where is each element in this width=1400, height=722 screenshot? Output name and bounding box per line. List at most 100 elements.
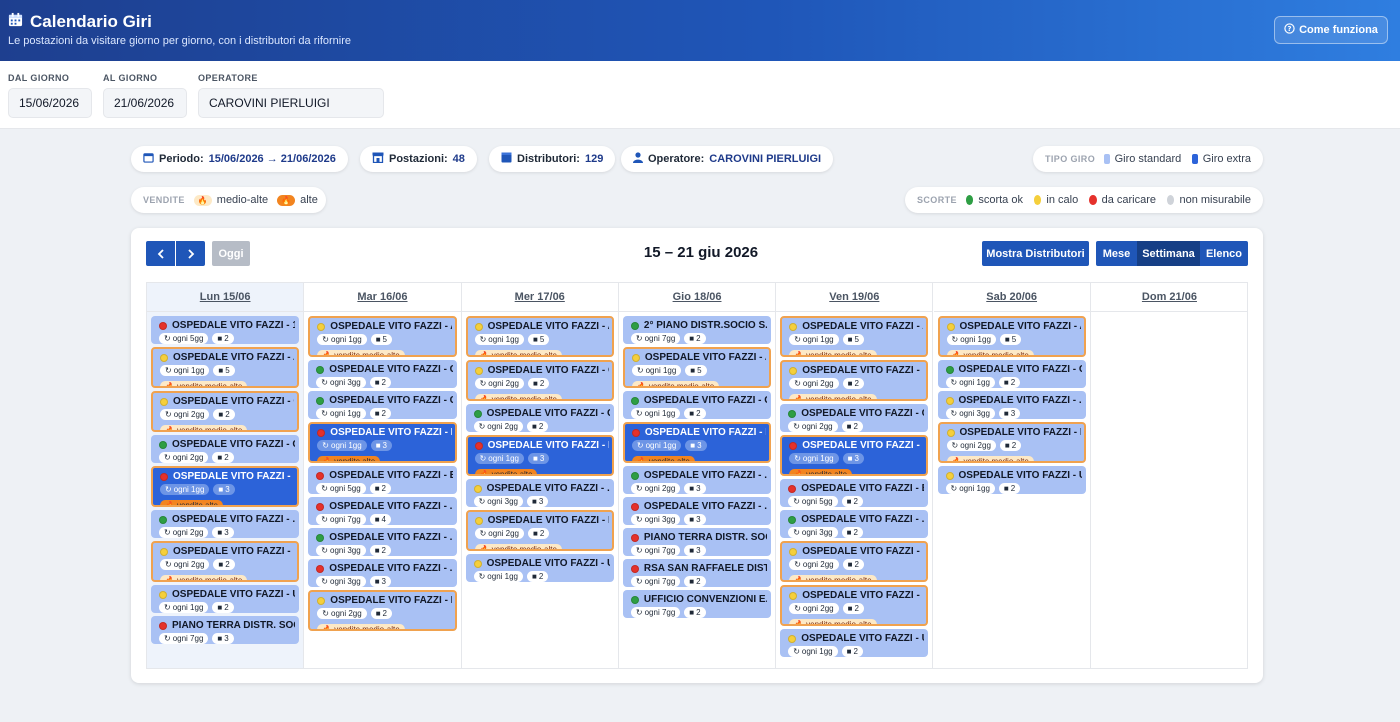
route-event[interactable]: PIANO TERRA DISTR. SOC... ↻ ogni 7gg ■ 3 [622,528,772,556]
frequency-chip: ↻ ogni 2gg [946,440,996,451]
route-event[interactable]: OSPEDALE VITO FAZZI - C...↻ogni 2gg■2🔥ve… [780,360,929,401]
route-event[interactable]: OSPEDALE VITO FAZZI - D...↻ogni 1gg■3🔥ve… [151,466,300,507]
route-event[interactable]: OSPEDALE VITO FAZZI - A...↻ogni 1gg■5🔥ve… [622,347,772,388]
frequency-chip: ↻ ogni 2gg [159,452,209,463]
route-event[interactable]: OSPEDALE VITO FAZZI - ... ↻ ogni 3gg ■ 3 [622,497,772,525]
route-event[interactable]: OSPEDALE VITO FAZZI - ... ↻ ogni 3gg ■ 3 [308,559,457,587]
route-event[interactable]: OSPEDALE VITO FAZZI - ... ↻ ogni 3gg ■ 3 [937,391,1086,419]
route-event[interactable]: OSPEDALE VITO FAZZI - R...↻ogni 2gg■2🔥ve… [308,590,457,631]
route-event[interactable]: OSPEDALE VITO FAZZI - A...↻ogni 1gg■5🔥ve… [937,316,1086,357]
frequency-text: ogni 1gg [959,378,990,387]
route-event[interactable]: OSPEDALE VITO FAZZI - A...↻ogni 1gg■5🔥ve… [780,316,929,357]
route-event[interactable]: OSPEDALE VITO FAZZI - ... ↻ ogni 3gg ■ 2 [780,510,929,538]
day-column[interactable]: Lun 15/06 OSPEDALE VITO FAZZI - 1... ↻ ogni… [147,283,305,668]
route-event[interactable]: PIANO TERRA DISTR. SOC... ↻ ogni 7gg ■ 3 [151,616,300,644]
route-event[interactable]: OSPEDALE VITO FAZZI - C... ↻ ogni 2gg ■ 2 [151,435,300,463]
route-event[interactable]: OSPEDALE VITO FAZZI - E... ↻ ogni 5gg ■ 2 [308,466,457,494]
today-button[interactable]: Oggi [212,241,250,266]
route-event[interactable]: OSPEDALE VITO FAZZI - U... ↻ ogni 1gg ■ 2 [937,466,1086,494]
view-week-button[interactable]: Settimana [1137,241,1200,266]
help-button[interactable]: ? Come funziona [1274,16,1388,44]
route-event[interactable]: OSPEDALE VITO FAZZI - C...↻ogni 2gg■2🔥ve… [151,391,300,432]
event-title: OSPEDALE VITO FAZZI - A... [644,352,766,363]
route-event[interactable]: OSPEDALE VITO FAZZI - P... ↻ ogni 2gg ■ 2 🔥 ve… [465,510,614,551]
to-date-input[interactable]: 21/06/2026 [103,88,187,118]
event-title-row: OSPEDALE VITO FAZZI - ... [316,562,453,575]
route-event[interactable]: OSPEDALE VITO FAZZI - C... ↻ ogni 1gg ■ 2 [622,391,772,419]
distributor-count-chip: ■ 2 [841,421,863,432]
frequency-text: ogni 2gg [331,609,362,618]
box-icon: ■ [533,335,538,344]
route-event[interactable]: OSPEDALE VITO FAZZI - ... ↻ ogni 2gg ■ 3 [151,510,300,538]
standard-swatch [1104,154,1110,164]
route-event[interactable]: OSPEDALE VITO FAZZI - C... ↻ ogni 1gg ■ 2 [308,391,457,419]
route-event[interactable]: OSPEDALE VITO FAZZI - R...↻ogni 2gg■2🔥ve… [780,585,929,626]
route-event[interactable]: OSPEDALE VITO FAZZI - U... ↻ ogni 1gg ■ 2 [151,585,300,613]
route-event[interactable]: OSPEDALE VITO FAZZI - A...↻ogni 1gg■5🔥ve… [308,316,457,357]
day-header[interactable]: Ven 19/06 [776,283,933,312]
route-event[interactable]: OSPEDALE VITO FAZZI - E... ↻ ogni 5gg ■ 2 [780,479,929,507]
event-meta: ↻ ogni 1gg ■ 2 [316,408,452,419]
next-week-button[interactable] [176,241,205,266]
event-meta: ↻ ogni 2gg ■ 2 [789,559,923,570]
route-event[interactable]: UFFICIO CONVENZIONI E... ↻ ogni 7gg ■ 2 [622,590,772,618]
operator-select[interactable]: CAROVINI PIERLUIGI [198,88,384,118]
route-event[interactable]: OSPEDALE VITO FAZZI - P... ↻ ogni 2gg ■ 2 🔥 ve… [151,541,300,582]
route-event[interactable]: OSPEDALE VITO FAZZI - C...↻ogni 2gg■2🔥ve… [465,360,614,401]
route-event[interactable]: OSPEDALE VITO FAZZI - D...↻ogni 1gg■3🔥ve… [465,435,614,476]
distributor-count: 3 [696,546,701,555]
route-event[interactable]: OSPEDALE VITO FAZZI - ... ↻ ogni 3gg ■ 3 [465,479,614,507]
event-title-row: OSPEDALE VITO FAZZI - E... [788,482,924,495]
route-event[interactable]: OSPEDALE VITO FAZZI - P... ↻ ogni 2gg ■ 2 🔥 ve… [780,541,929,582]
route-event[interactable]: RSA SAN RAFFAELE DIST... ↻ ogni 7gg ■ 2 [622,559,772,587]
stock-status-dot [631,353,640,362]
day-column[interactable]: Gio 18/06 2° PIANO DISTR.SOCIO S... ↻ ogni … [618,283,777,668]
route-event[interactable]: OSPEDALE VITO FAZZI - P... ↻ ogni 2gg ■ 2 🔥 ve… [937,422,1086,463]
route-event[interactable]: OSPEDALE VITO FAZZI - C... ↻ ogni 2gg ■ 2 [780,404,929,432]
legend-high: alte [300,194,318,206]
event-title: OSPEDALE VITO FAZZI - ... [643,470,768,481]
route-event[interactable]: OSPEDALE VITO FAZZI - ... ↻ ogni 2gg ■ 3 [622,466,772,494]
route-event[interactable]: OSPEDALE VITO FAZZI - A...↻ogni 1gg■5🔥ve… [465,316,614,357]
route-event[interactable]: OSPEDALE VITO FAZZI - D...↻ogni 1gg■3🔥ve… [622,422,772,463]
from-date-input[interactable]: 15/06/2026 [8,88,92,118]
view-list-button[interactable]: Elenco [1200,241,1248,266]
day-column[interactable]: Mer 17/06 OSPEDALE VITO FAZZI - A...↻ogni… [461,283,619,668]
day-column[interactable]: Dom 21/06 [1090,283,1249,668]
view-month-button[interactable]: Mese [1096,241,1137,266]
route-event[interactable]: OSPEDALE VITO FAZZI - C... ↻ ogni 1gg ■ 2 [937,360,1086,388]
day-column[interactable]: Ven 19/06 OSPEDALE VITO FAZZI - A...↻ogni… [776,283,934,668]
route-event[interactable]: OSPEDALE VITO FAZZI - A...↻ogni 1gg■5🔥ve… [151,347,300,388]
route-event[interactable]: OSPEDALE VITO FAZZI - C... ↻ ogni 2gg ■ 2 [465,404,614,432]
fire-icon: 🔥 [322,625,333,631]
event-meta: ↻ ogni 3gg ■ 3 [316,576,452,587]
prev-week-button[interactable] [146,241,175,266]
day-header[interactable]: Mer 17/06 [461,283,618,312]
distributor-count-chip: ■ 5 [528,334,550,345]
day-column[interactable]: Mar 16/06 OSPEDALE VITO FAZZI - A...↻ogni… [304,283,462,668]
frequency-chip: ↻ ogni 2gg [630,483,681,494]
frequency-text: ogni 2gg [644,484,676,493]
route-event[interactable]: OSPEDALE VITO FAZZI - U... ↻ ogni 1gg ■ 2 [465,554,614,582]
route-event[interactable]: OSPEDALE VITO FAZZI - D...↻ogni 1gg■3🔥ve… [308,422,457,463]
route-event[interactable]: OSPEDALE VITO FAZZI - C... ↻ ogni 3gg ■ 2 [308,360,457,388]
route-event[interactable]: OSPEDALE VITO FAZZI - D...↻ogni 1gg■3🔥ve… [780,435,929,476]
day-header[interactable]: Gio 18/06 [618,283,776,312]
refresh-icon: ↻ [164,528,171,537]
distributor-count-chip: ■ 2 [369,377,391,388]
day-header[interactable]: Sab 20/06 [933,283,1090,312]
day-header[interactable]: Dom 21/06 [1090,283,1249,312]
day-header[interactable]: Lun 15/06 [147,283,304,312]
route-event[interactable]: 2° PIANO DISTR.SOCIO S... ↻ ogni 7gg ■ 2 [622,316,772,344]
route-event[interactable]: OSPEDALE VITO FAZZI - ... ↻ ogni 7gg ■ 4 [308,497,457,525]
show-distributors-button[interactable]: Mostra Distributori [982,241,1089,266]
route-event[interactable]: OSPEDALE VITO FAZZI - 1... ↻ ogni 5gg ■ 2 [151,316,300,344]
frequency-text: ogni 1gg [802,335,834,344]
distributor-count-chip: ■ 3 [212,633,234,644]
day-header[interactable]: Mar 16/06 [304,283,461,312]
route-event[interactable]: OSPEDALE VITO FAZZI - ... ↻ ogni 3gg ■ 2 [308,528,457,556]
frequency-chip: ↻ ogni 2gg [788,421,838,432]
route-event[interactable]: OSPEDALE VITO FAZZI - U... ↻ ogni 1gg ■ 2 [780,629,929,657]
day-column[interactable]: Sab 20/06 OSPEDALE VITO FAZZI - A...↻ogni… [933,283,1091,668]
sales-text: vendite alte [491,470,533,476]
